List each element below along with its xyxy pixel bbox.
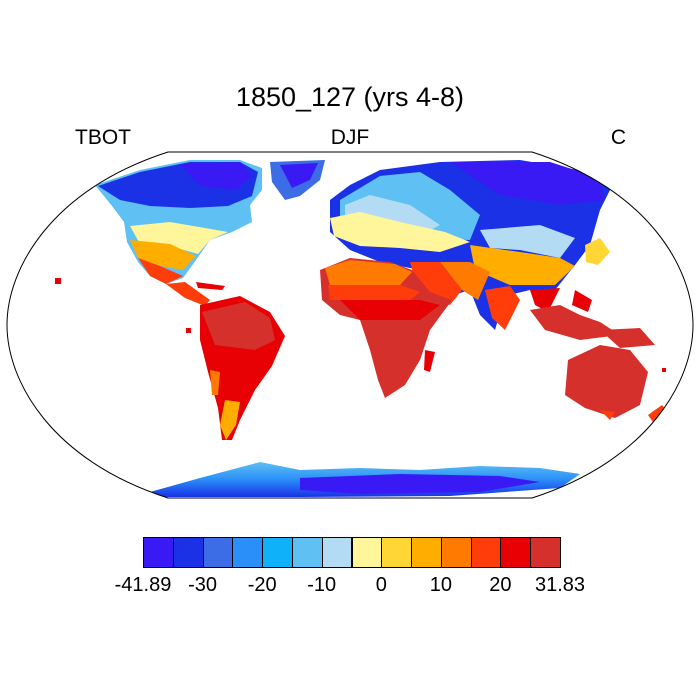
colorbar-label: -10	[307, 574, 337, 596]
colorbar-label: -41.89	[114, 574, 172, 596]
colorbar-label: 31.83	[534, 574, 586, 596]
colorbar-label: 0	[375, 574, 387, 596]
units-label: C	[610, 126, 626, 149]
colorbar-swatch	[321, 537, 353, 568]
colorbar-swatch	[172, 537, 204, 568]
colorbar-swatch	[262, 537, 293, 568]
colorbar-label: 10	[429, 574, 452, 596]
colorbar-swatch	[232, 537, 264, 568]
colorbar-swatch	[530, 537, 561, 568]
australia	[565, 345, 648, 418]
colorbar-swatch	[381, 537, 413, 568]
colorbar-swatch	[351, 537, 383, 568]
colorbar-swatch	[470, 537, 502, 568]
colorbar-swatch	[500, 537, 532, 568]
map-title: 1850_127 (yrs 4-8)	[235, 82, 465, 112]
colorbar-swatch	[291, 537, 323, 568]
colorbar-label: 20	[489, 574, 512, 596]
colorbar-label: -30	[188, 574, 218, 596]
colorbar-swatch	[411, 537, 442, 568]
season-label: DJF	[330, 126, 370, 149]
colorbar-swatch	[202, 537, 234, 568]
colorbar-swatch	[440, 537, 472, 568]
globe-outline	[6, 151, 694, 499]
variable-label: TBOT	[75, 126, 131, 149]
colorbar-label: -20	[247, 574, 277, 596]
colorbar-swatch	[143, 537, 174, 568]
